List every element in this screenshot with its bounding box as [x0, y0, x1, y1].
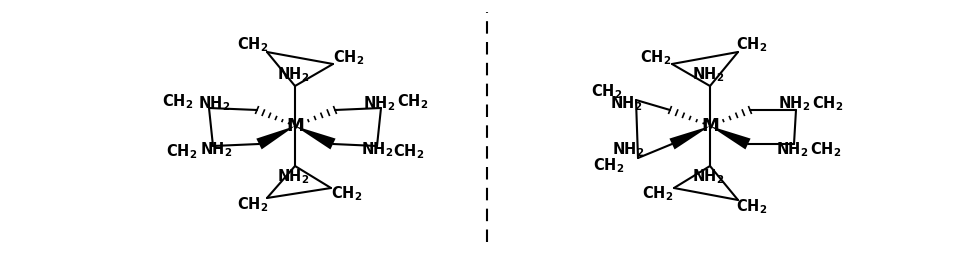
Text: NH$_\mathdefault{2}$: NH$_\mathdefault{2}$	[776, 141, 808, 159]
Text: NH$_\mathdefault{2}$: NH$_\mathdefault{2}$	[198, 95, 230, 113]
Text: NH$_\mathdefault{2}$: NH$_\mathdefault{2}$	[361, 141, 393, 159]
Text: CH$_\mathdefault{2}$: CH$_\mathdefault{2}$	[591, 83, 622, 101]
Polygon shape	[295, 126, 335, 149]
Polygon shape	[710, 126, 751, 149]
Text: CH$_\mathdefault{2}$: CH$_\mathdefault{2}$	[162, 93, 193, 111]
Text: CH$_\mathdefault{2}$: CH$_\mathdefault{2}$	[641, 49, 672, 67]
Text: CH$_\mathdefault{2}$: CH$_\mathdefault{2}$	[593, 157, 624, 175]
Text: NH$_\mathdefault{2}$: NH$_\mathdefault{2}$	[778, 95, 810, 113]
Text: NH$_\mathdefault{2}$: NH$_\mathdefault{2}$	[611, 141, 644, 159]
Text: CH$_\mathdefault{2}$: CH$_\mathdefault{2}$	[397, 93, 428, 111]
Text: CH$_\mathdefault{2}$: CH$_\mathdefault{2}$	[812, 95, 843, 113]
Text: CH$_\mathdefault{2}$: CH$_\mathdefault{2}$	[643, 185, 674, 203]
Text: CH$_\mathdefault{2}$: CH$_\mathdefault{2}$	[333, 49, 365, 67]
Text: CH$_\mathdefault{2}$: CH$_\mathdefault{2}$	[166, 143, 197, 161]
Polygon shape	[670, 126, 710, 149]
Text: NH$_\mathdefault{2}$: NH$_\mathdefault{2}$	[609, 95, 642, 113]
Text: NH$_\mathdefault{2}$: NH$_\mathdefault{2}$	[200, 141, 232, 159]
Text: CH$_\mathdefault{2}$: CH$_\mathdefault{2}$	[736, 36, 767, 54]
Text: CH$_\mathdefault{2}$: CH$_\mathdefault{2}$	[237, 196, 269, 214]
Text: NH$_\mathdefault{2}$: NH$_\mathdefault{2}$	[692, 168, 724, 186]
Text: NH$_\mathdefault{2}$: NH$_\mathdefault{2}$	[277, 168, 309, 186]
Text: NH$_\mathdefault{2}$: NH$_\mathdefault{2}$	[277, 66, 309, 84]
Text: M: M	[286, 117, 304, 135]
Text: CH$_\mathdefault{2}$: CH$_\mathdefault{2}$	[810, 141, 841, 159]
Text: NH$_\mathdefault{2}$: NH$_\mathdefault{2}$	[363, 95, 396, 113]
Text: CH$_\mathdefault{2}$: CH$_\mathdefault{2}$	[393, 143, 424, 161]
Text: CH$_\mathdefault{2}$: CH$_\mathdefault{2}$	[736, 198, 767, 216]
Polygon shape	[256, 126, 295, 149]
Text: CH$_\mathdefault{2}$: CH$_\mathdefault{2}$	[332, 185, 363, 203]
Text: M: M	[701, 117, 719, 135]
Text: NH$_\mathdefault{2}$: NH$_\mathdefault{2}$	[692, 66, 724, 84]
Text: CH$_\mathdefault{2}$: CH$_\mathdefault{2}$	[237, 36, 269, 54]
